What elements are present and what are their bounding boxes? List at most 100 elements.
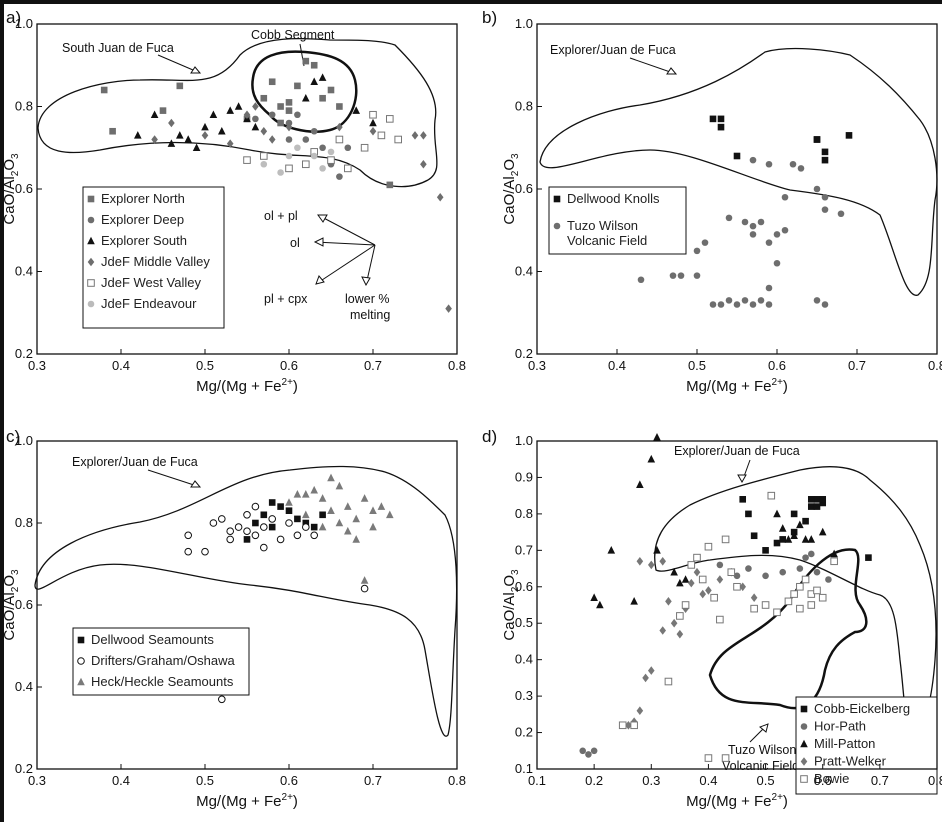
data-point	[765, 160, 773, 168]
data-point	[294, 111, 301, 119]
panel-3-ytick-label: 0.3	[515, 688, 533, 703]
data-point	[733, 152, 741, 160]
data-point	[344, 526, 352, 535]
data-point	[293, 531, 302, 540]
data-point	[109, 127, 116, 135]
panel-1-y-axis-label: CaO/Al2O3	[501, 153, 521, 225]
annotation-arrow-c	[147, 469, 201, 488]
data-point	[665, 597, 672, 606]
annotation-arrowhead-c	[190, 480, 202, 488]
data-point	[327, 156, 335, 164]
data-point	[579, 747, 587, 755]
data-point	[670, 618, 678, 628]
data-point	[420, 159, 427, 169]
data-point	[761, 601, 770, 609]
data-point	[268, 135, 276, 144]
data-point	[698, 575, 707, 584]
data-point	[285, 136, 293, 143]
panel-2-xtick-label: 0.3	[28, 773, 46, 788]
data-point	[100, 86, 108, 94]
data-point	[260, 152, 268, 160]
data-point	[394, 135, 402, 144]
data-point	[243, 511, 251, 519]
data-point	[693, 247, 701, 255]
data-point	[784, 535, 793, 543]
data-point	[243, 536, 251, 543]
data-point	[276, 535, 285, 544]
legend-label: Explorer South	[101, 233, 187, 248]
data-point	[159, 107, 167, 114]
panel-c-label: c)	[6, 427, 20, 446]
label-melting: melting	[350, 308, 390, 322]
data-point	[693, 272, 701, 279]
data-point	[327, 506, 335, 514]
data-point	[302, 519, 310, 527]
legend-marker	[87, 216, 95, 224]
data-point	[709, 115, 717, 123]
data-point	[750, 593, 758, 603]
panel-a-points	[100, 57, 452, 313]
data-point	[773, 539, 781, 547]
panel-0-y-axis-label: CaO/Al2O3	[1, 153, 21, 225]
data-point	[821, 301, 829, 308]
data-point	[335, 481, 344, 490]
legend-marker	[87, 300, 95, 308]
data-point	[352, 535, 360, 543]
legend-marker	[77, 677, 85, 686]
panel-3-xtick-label: 0.6	[814, 773, 832, 788]
panel-3-xtick-label: 0.4	[699, 773, 717, 788]
data-point	[773, 509, 781, 518]
panel-1-xtick-label: 0.8	[928, 358, 942, 373]
vector-pl-cpx-head	[315, 275, 325, 285]
legend-marker	[800, 757, 808, 766]
data-point	[234, 523, 243, 531]
data-point	[733, 582, 741, 591]
data-point	[369, 506, 377, 514]
data-point	[327, 148, 335, 156]
data-point	[699, 589, 707, 599]
data-point	[837, 210, 845, 218]
data-point	[796, 582, 804, 591]
data-point	[201, 547, 209, 556]
data-point	[260, 543, 268, 552]
data-point	[176, 82, 184, 90]
data-point	[767, 491, 776, 500]
data-point	[773, 608, 781, 617]
data-point	[377, 131, 386, 140]
data-point	[819, 496, 827, 503]
panel-1-x-axis-label: Mg/(Mg + Fe2+)	[686, 377, 788, 395]
data-point	[717, 115, 725, 123]
data-point	[721, 535, 730, 544]
data-point	[807, 503, 815, 510]
data-point	[821, 206, 829, 213]
data-point	[745, 565, 752, 572]
data-point	[676, 629, 684, 639]
data-point	[801, 535, 810, 543]
data-point	[669, 272, 677, 279]
panel-b-label: b)	[482, 8, 497, 27]
data-point	[218, 515, 226, 523]
data-point	[590, 747, 598, 755]
data-point	[749, 156, 757, 164]
data-point	[336, 122, 343, 132]
data-point	[790, 531, 798, 540]
data-point	[845, 132, 853, 139]
panel-3-ytick-label: 0.9	[515, 469, 533, 484]
panel-3-ytick-label: 0.5	[515, 615, 533, 630]
data-point	[285, 99, 293, 106]
vector-pl-cpx	[315, 244, 376, 285]
data-point	[420, 131, 427, 140]
data-point	[167, 139, 176, 147]
data-point	[335, 135, 344, 144]
data-point	[765, 284, 773, 292]
data-point	[813, 503, 821, 510]
data-point	[733, 572, 741, 580]
data-point	[352, 514, 360, 523]
data-point	[813, 185, 821, 193]
data-point	[630, 597, 638, 605]
data-point	[653, 433, 661, 441]
legend-marker	[800, 705, 808, 713]
panel-0-ytick-label: 0.8	[15, 99, 33, 114]
data-point	[796, 520, 804, 529]
annotation-explorer-jdf-c: Explorer/Juan de Fuca	[72, 455, 198, 469]
